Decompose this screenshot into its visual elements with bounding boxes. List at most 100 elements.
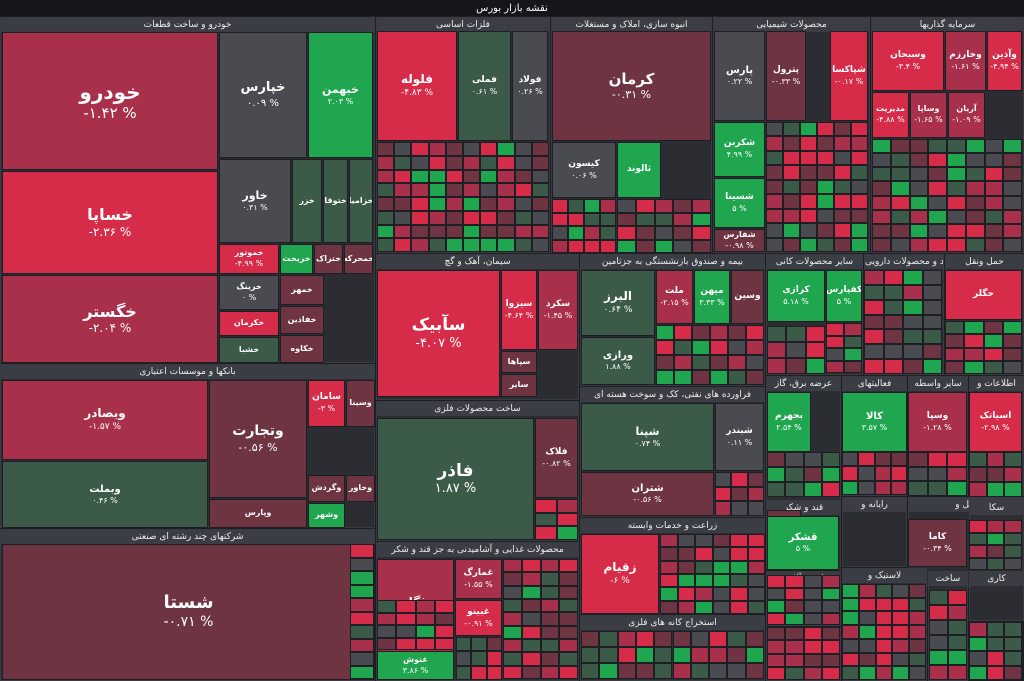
mini-tile[interactable] bbox=[986, 636, 1005, 651]
mini-tile[interactable] bbox=[1002, 321, 1022, 335]
mini-tile[interactable] bbox=[377, 183, 395, 197]
stock-tile[interactable]: وبملت ۰.۴۶ % bbox=[2, 461, 208, 528]
mini-tile[interactable] bbox=[747, 534, 765, 548]
mini-tile[interactable] bbox=[1004, 665, 1022, 680]
mini-tile[interactable] bbox=[1003, 209, 1022, 224]
mini-tile[interactable] bbox=[394, 224, 412, 239]
mini-tile[interactable] bbox=[581, 663, 600, 679]
mini-tile[interactable] bbox=[463, 210, 481, 225]
mini-tile[interactable] bbox=[805, 358, 825, 374]
mini-tile[interactable] bbox=[821, 587, 840, 600]
mini-tile[interactable] bbox=[786, 342, 806, 358]
mini-tile[interactable] bbox=[903, 329, 923, 345]
stock-tile[interactable]: شستا -۰.۷۱ % bbox=[2, 544, 375, 680]
mini-tile[interactable] bbox=[521, 665, 541, 679]
mini-tile[interactable] bbox=[394, 197, 412, 211]
mini-tile[interactable] bbox=[969, 467, 987, 482]
mini-tile[interactable] bbox=[965, 181, 985, 196]
mini-tile[interactable] bbox=[1003, 237, 1022, 252]
mini-tile[interactable] bbox=[929, 605, 948, 620]
mini-tile[interactable] bbox=[890, 195, 910, 210]
mini-tile[interactable] bbox=[350, 557, 374, 571]
mini-tile[interactable] bbox=[584, 212, 600, 226]
mini-tile[interactable] bbox=[746, 325, 764, 340]
mini-tile[interactable] bbox=[766, 223, 783, 238]
mini-tile[interactable] bbox=[695, 547, 713, 561]
mini-tile[interactable] bbox=[654, 212, 674, 226]
mini-tile[interactable] bbox=[983, 334, 1003, 348]
mini-tile[interactable] bbox=[463, 224, 481, 239]
mini-tile[interactable] bbox=[864, 270, 884, 285]
mini-tile[interactable] bbox=[514, 155, 532, 170]
stock-tile[interactable]: حگلر bbox=[945, 270, 1022, 320]
stock-tile[interactable]: خگستر -۲.۰۴ % bbox=[2, 275, 218, 363]
mini-tile[interactable] bbox=[766, 122, 783, 137]
mini-tile[interactable] bbox=[730, 534, 748, 548]
stock-tile[interactable]: خرینگ ۰ % bbox=[219, 275, 279, 310]
mini-tile[interactable] bbox=[969, 665, 987, 680]
mini-tile[interactable] bbox=[556, 512, 578, 527]
mini-tile[interactable] bbox=[747, 560, 765, 574]
mini-tile[interactable] bbox=[785, 587, 804, 600]
mini-tile[interactable] bbox=[783, 136, 800, 151]
mini-tile[interactable] bbox=[559, 612, 578, 626]
mini-tile[interactable] bbox=[497, 238, 515, 252]
mini-tile[interactable] bbox=[514, 142, 532, 156]
mini-tile[interactable] bbox=[514, 224, 532, 239]
mini-tile[interactable] bbox=[486, 651, 502, 666]
mini-tile[interactable] bbox=[890, 223, 910, 238]
mini-tile[interactable] bbox=[858, 466, 875, 481]
mini-tile[interactable] bbox=[568, 199, 584, 213]
stock-tile[interactable]: وگردش bbox=[308, 475, 345, 502]
mini-tile[interactable] bbox=[692, 355, 710, 370]
mini-tile[interactable] bbox=[411, 224, 429, 239]
stock-tile[interactable]: مدیریت -۴.۸۸ % bbox=[872, 92, 909, 138]
stock-tile[interactable]: کفپارس ۵ % bbox=[826, 270, 862, 322]
mini-tile[interactable] bbox=[986, 622, 1005, 637]
mini-tile[interactable] bbox=[746, 340, 764, 355]
mini-tile[interactable] bbox=[712, 547, 730, 561]
mini-tile[interactable] bbox=[552, 226, 568, 240]
mini-tile[interactable] bbox=[986, 520, 1005, 533]
stock-tile[interactable]: کاما -۰.۳۴ % bbox=[908, 519, 967, 567]
mini-tile[interactable] bbox=[521, 652, 541, 666]
mini-tile[interactable] bbox=[480, 224, 498, 239]
mini-tile[interactable] bbox=[377, 169, 395, 184]
mini-tile[interactable] bbox=[411, 169, 429, 184]
mini-tile[interactable] bbox=[428, 169, 446, 184]
mini-tile[interactable] bbox=[767, 575, 786, 588]
mini-tile[interactable] bbox=[396, 612, 416, 625]
mini-tile[interactable] bbox=[660, 534, 678, 548]
mini-tile[interactable] bbox=[842, 611, 859, 626]
mini-tile[interactable] bbox=[890, 139, 910, 154]
mini-tile[interactable] bbox=[851, 194, 868, 209]
mini-tile[interactable] bbox=[890, 167, 910, 182]
mini-tile[interactable] bbox=[851, 179, 868, 195]
mini-tile[interactable] bbox=[984, 153, 1004, 168]
mini-tile[interactable] bbox=[965, 209, 985, 224]
mini-tile[interactable] bbox=[415, 600, 435, 613]
mini-tile[interactable] bbox=[892, 638, 910, 653]
mini-tile[interactable] bbox=[767, 653, 786, 667]
mini-tile[interactable] bbox=[947, 195, 966, 210]
mini-tile[interactable] bbox=[786, 358, 806, 374]
mini-tile[interactable] bbox=[984, 181, 1004, 196]
mini-tile[interactable] bbox=[1004, 545, 1022, 558]
mini-tile[interactable] bbox=[415, 637, 435, 650]
mini-tile[interactable] bbox=[965, 237, 985, 252]
mini-tile[interactable] bbox=[986, 532, 1005, 545]
mini-tile[interactable] bbox=[456, 665, 472, 680]
mini-tile[interactable] bbox=[786, 326, 806, 342]
mini-tile[interactable] bbox=[728, 355, 746, 370]
mini-tile[interactable] bbox=[890, 237, 910, 252]
mini-tile[interactable] bbox=[984, 139, 1004, 154]
stock-tile[interactable]: زقیام -۶ % bbox=[581, 534, 659, 614]
mini-tile[interactable] bbox=[710, 355, 728, 370]
mini-tile[interactable] bbox=[730, 587, 748, 601]
mini-tile[interactable] bbox=[800, 208, 817, 224]
mini-tile[interactable] bbox=[929, 635, 948, 650]
mini-tile[interactable] bbox=[540, 639, 560, 653]
mini-tile[interactable] bbox=[692, 325, 710, 340]
mini-tile[interactable] bbox=[874, 452, 891, 467]
mini-tile[interactable] bbox=[531, 183, 549, 197]
